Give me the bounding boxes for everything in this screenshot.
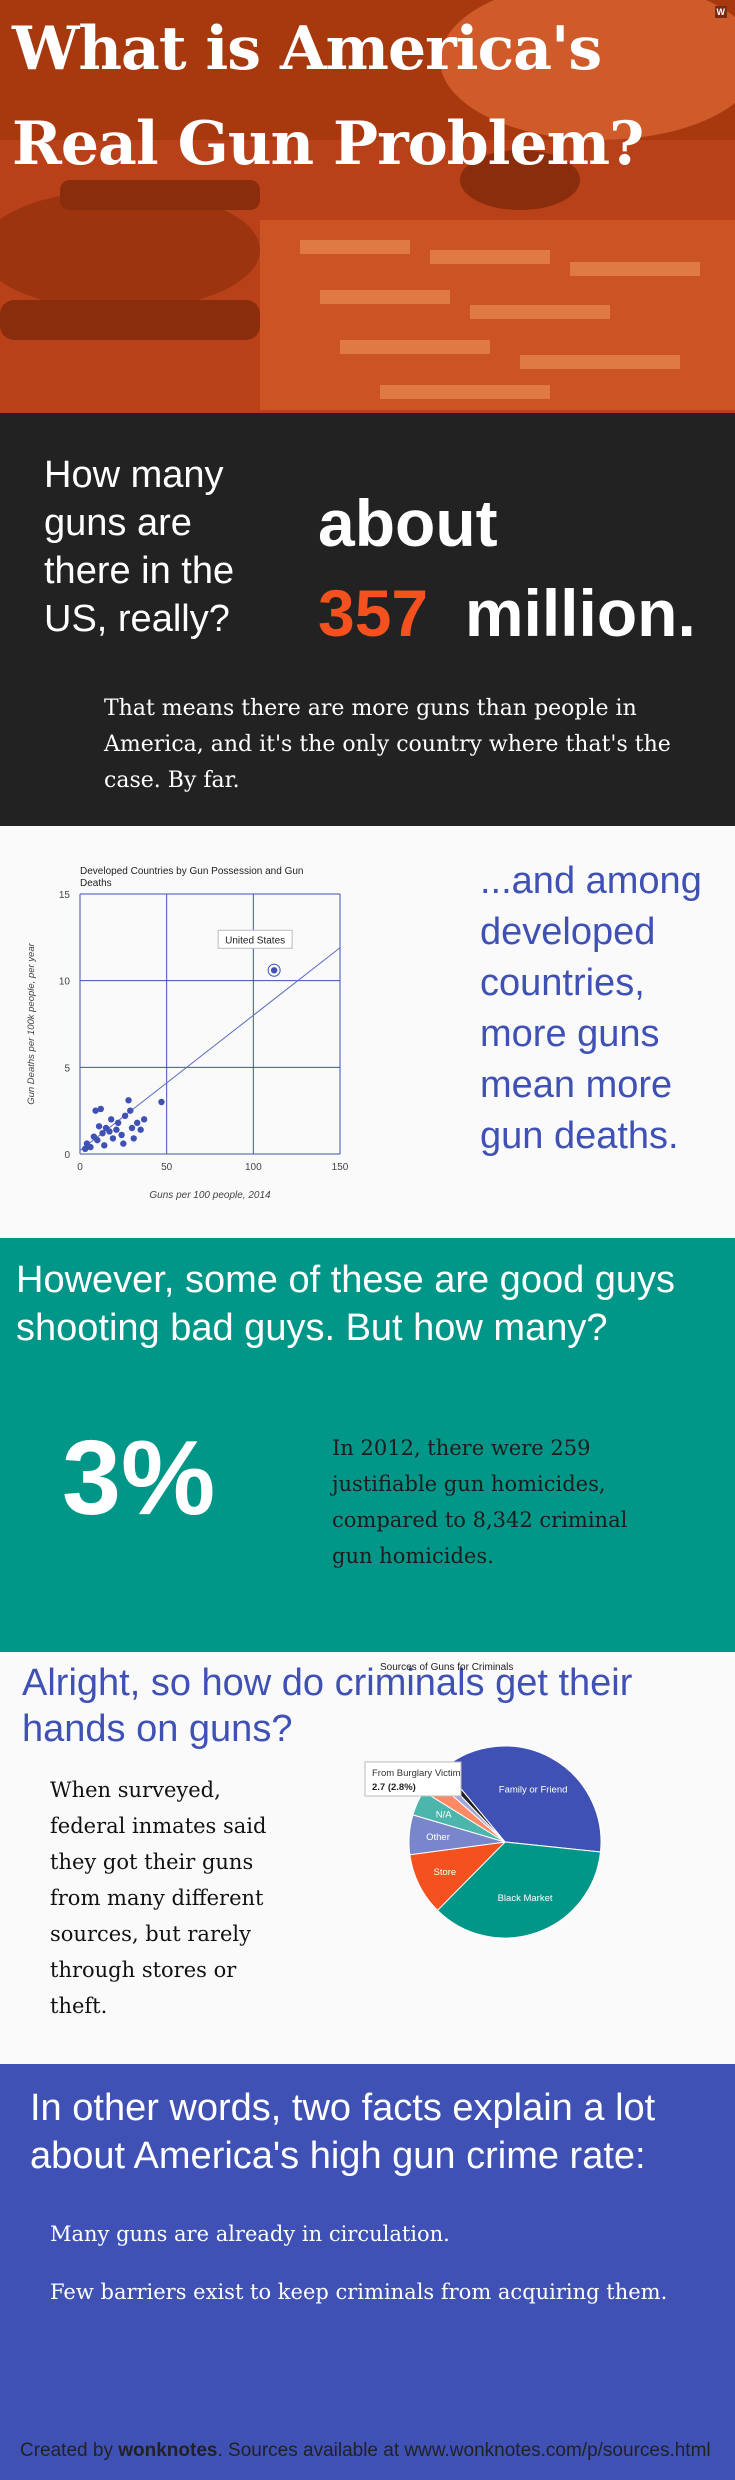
data-point (158, 1098, 165, 1106)
pie-title: Sources of Guns for Criminals (380, 1662, 513, 1673)
pie-tooltip-value: 2.7 (2.8%) (372, 1782, 416, 1793)
title-line-1: What is America's (12, 14, 602, 84)
data-point (114, 1119, 122, 1126)
data-point (128, 1124, 136, 1132)
x-tick-label: 0 (77, 1162, 83, 1173)
justifiable-heading: However, some of these are good guys sho… (16, 1259, 676, 1349)
footer-prefix: Created by (20, 2440, 113, 2461)
data-point (92, 1107, 99, 1114)
data-point (106, 1128, 113, 1135)
data-point (140, 1116, 148, 1123)
justifiable-percent: 3% (62, 1419, 216, 1537)
x-tick-label: 150 (332, 1162, 349, 1173)
gun-count-number: 357 (318, 576, 429, 650)
y-axis-label: Gun Deaths per 100k people, per year (26, 942, 37, 1104)
hero-section: What is America's Real Gun Problem? W (0, 0, 735, 413)
about-label: about (318, 486, 498, 560)
data-point (82, 1145, 89, 1152)
data-point (95, 1123, 103, 1130)
data-point (108, 1116, 115, 1123)
data-point (270, 967, 278, 974)
data-point (134, 1119, 141, 1126)
data-point (109, 1135, 117, 1142)
data-point (118, 1131, 125, 1139)
gun-show-photo (0, 0, 735, 413)
x-tick-label: 50 (161, 1162, 173, 1173)
gun-count-section: How many guns are there in the US, reall… (0, 413, 735, 826)
data-point (127, 1107, 134, 1114)
pie-slice (436, 1841, 602, 1939)
pie-slice-label: Black Market (498, 1893, 553, 1904)
data-point (137, 1126, 144, 1133)
y-tick-label: 0 (64, 1150, 70, 1161)
pie-slice-label: Family or Friend (499, 1785, 568, 1796)
pie-tooltip-title: From Burglary Victim (372, 1768, 461, 1779)
data-point (101, 1142, 108, 1149)
y-tick-label: 10 (59, 977, 71, 988)
gun-count-figure: 357 million. (318, 573, 696, 653)
data-point (120, 1140, 127, 1147)
y-tick-label: 5 (64, 1063, 70, 1074)
developed-statement: ...and among developed countries, more g… (480, 860, 702, 1157)
fact-2: Few barriers exist to keep criminals fro… (50, 2280, 668, 2304)
footer-sources: . Sources available at www.wonknotes.com… (217, 2440, 711, 2461)
scatter-chart: Developed Countries by Gun Possession an… (26, 866, 349, 1201)
pie-slice-label: N/A (436, 1810, 453, 1821)
developed-countries-section: Developed Countries by Gun Possession an… (0, 826, 735, 1238)
pie-tooltip-box (364, 1761, 462, 1797)
chart-title-line-2: Deaths (80, 878, 112, 889)
fact-1: Many guns are already in circulation. (50, 2222, 450, 2246)
x-tick-label: 100 (245, 1162, 262, 1173)
justifiable-text: In 2012, there were 259 justifiable gun … (332, 1436, 628, 1568)
justifiable-section: However, some of these are good guys sho… (0, 1238, 735, 1652)
pie-slice (443, 1745, 602, 1853)
data-point (121, 1112, 129, 1120)
title-line-2: Real Gun Problem? (12, 109, 644, 179)
pie-chart: Sources of Guns for Criminals Family or F… (364, 1662, 602, 1939)
criminals-section: Alright, so how do criminals get their h… (0, 1652, 735, 2064)
annotation-label: United States (225, 935, 285, 946)
data-point (130, 1135, 137, 1142)
data-point (97, 1105, 105, 1113)
data-point (113, 1126, 120, 1133)
data-point (99, 1130, 106, 1137)
gun-count-unit: million. (464, 576, 696, 650)
pie-slice-label: Other (426, 1832, 450, 1843)
criminals-heading: Alright, so how do criminals get their h… (22, 1662, 633, 1750)
x-axis-label: Guns per 100 people, 2014 (149, 1190, 271, 1201)
gun-count-question: How many guns are there in the US, reall… (44, 454, 235, 640)
pie-slice-label: Store (433, 1867, 456, 1878)
annotation-box (217, 929, 293, 949)
footer-brand-link[interactable]: wonknotes (118, 2440, 218, 2461)
highlight-ring (267, 963, 281, 977)
footer-credits: Created by wonknotes. Sources available … (20, 2440, 711, 2462)
gun-count-note: That means there are more guns than peop… (104, 696, 671, 793)
criminals-text: When surveyed, federal inmates said they… (50, 1778, 267, 2018)
conclusion-section: In other words, two facts explain a lot … (0, 2064, 735, 2480)
data-point (87, 1143, 94, 1151)
data-point (94, 1136, 101, 1144)
page-title: What is America's Real Gun Problem? (12, 2, 644, 192)
chart-title-line-1: Developed Countries by Gun Possession an… (80, 866, 303, 877)
conclusion-heading: In other words, two facts explain a lot … (30, 2087, 656, 2177)
logo-badge: W (714, 6, 727, 18)
y-tick-label: 15 (59, 890, 71, 901)
data-point (125, 1097, 132, 1104)
